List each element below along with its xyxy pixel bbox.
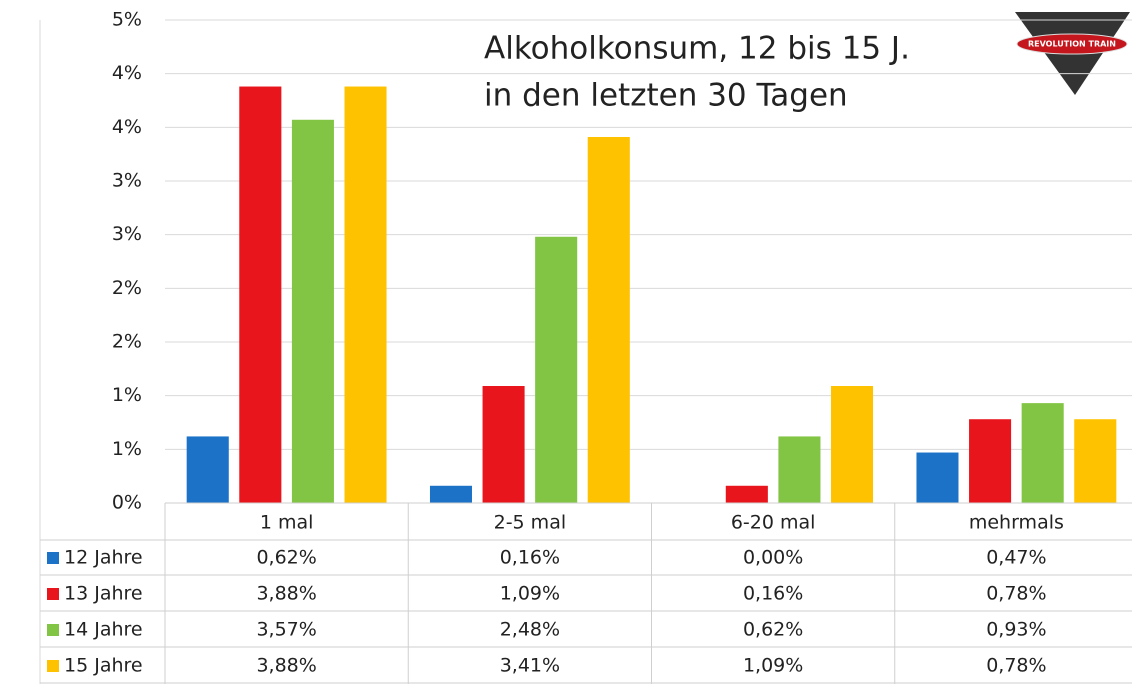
y-tick-label: 2%	[112, 331, 142, 353]
data-label: 2,48%	[500, 619, 560, 641]
y-tick-label: 4%	[112, 62, 142, 84]
data-label: 1,09%	[500, 583, 560, 605]
data-label: 0,00%	[743, 547, 803, 569]
y-tick-label: 0%	[112, 492, 142, 514]
legend-swatch	[47, 660, 59, 672]
bar-shade	[725, 485, 768, 503]
data-label: 0,16%	[500, 547, 560, 569]
legend-label: 15 Jahre	[64, 655, 143, 677]
y-tick-label: 3%	[112, 223, 142, 245]
logo: REVOLUTION TRAIN	[1015, 12, 1130, 95]
legend-swatch	[47, 588, 59, 600]
bar-shade	[969, 419, 1012, 503]
legend-swatch	[47, 624, 59, 636]
data-label: 0,62%	[256, 547, 316, 569]
data-label: 0,47%	[986, 547, 1046, 569]
y-tick-label: 1%	[112, 438, 142, 460]
chart-title: Alkoholkonsum, 12 bis 15 J.	[484, 31, 910, 67]
x-tick-label: 2-5 mal	[494, 512, 567, 534]
data-label: 3,41%	[500, 655, 560, 677]
x-tick-label: mehrmals	[969, 512, 1064, 534]
y-tick-label: 3%	[112, 170, 142, 192]
bar-shade	[429, 485, 472, 503]
bar-shade	[587, 136, 630, 503]
data-label: 0,16%	[743, 583, 803, 605]
bar-shade	[186, 436, 229, 503]
data-label: 0,78%	[986, 655, 1046, 677]
bar-shade	[535, 236, 578, 503]
data-label: 0,62%	[743, 619, 803, 641]
legend-swatch	[47, 552, 59, 564]
bar-shade	[482, 386, 525, 503]
bar-shade	[239, 86, 282, 504]
logo-text: REVOLUTION TRAIN	[1028, 40, 1116, 49]
y-tick-label: 4%	[112, 116, 142, 138]
legend-label: 12 Jahre	[64, 547, 143, 569]
y-tick-label: 2%	[112, 277, 142, 299]
bar-shade	[1074, 419, 1117, 503]
bar-shade	[916, 452, 959, 503]
y-tick-label: 1%	[112, 384, 142, 406]
x-tick-label: 1 mal	[260, 512, 314, 534]
y-tick-label: 5%	[112, 9, 142, 31]
chart-title: in den letzten 30 Tagen	[484, 78, 848, 114]
title-box	[480, 22, 892, 118]
bar-shade	[344, 86, 387, 504]
data-label: 3,57%	[256, 619, 316, 641]
bar-shade	[831, 386, 874, 503]
data-label: 0,78%	[986, 583, 1046, 605]
data-label: 3,88%	[256, 583, 316, 605]
bar-shade	[778, 436, 821, 503]
x-tick-label: 6-20 mal	[731, 512, 816, 534]
data-label: 3,88%	[256, 655, 316, 677]
data-label: 0,93%	[986, 619, 1046, 641]
legend-label: 14 Jahre	[64, 619, 143, 641]
legend-label: 13 Jahre	[64, 583, 143, 605]
bar-shade	[291, 119, 334, 503]
data-label: 1,09%	[743, 655, 803, 677]
bar-shade	[1021, 403, 1064, 503]
